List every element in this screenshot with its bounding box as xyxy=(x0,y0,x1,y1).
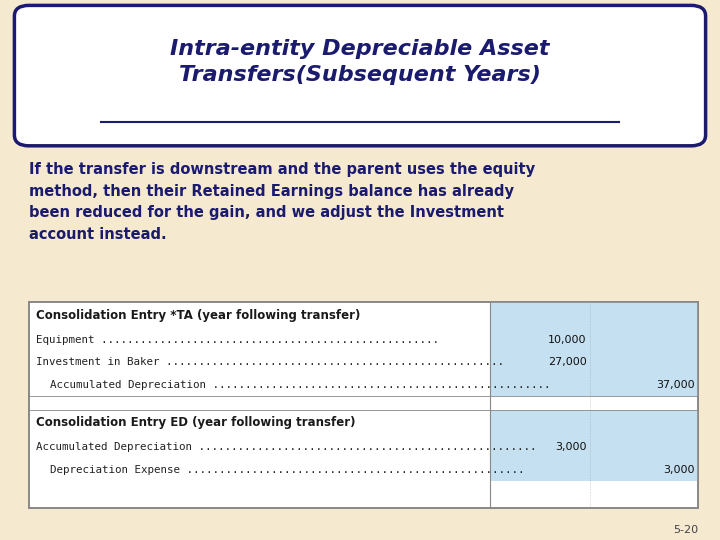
Text: Accumulated Depreciation ....................................................: Accumulated Depreciation ...............… xyxy=(36,442,536,452)
Text: Investment in Baker ....................................................: Investment in Baker ....................… xyxy=(36,357,504,367)
Text: 27,000: 27,000 xyxy=(548,357,587,367)
Text: 37,000: 37,000 xyxy=(656,380,695,390)
Text: Consolidation Entry ED (year following transfer): Consolidation Entry ED (year following t… xyxy=(36,416,356,429)
Text: If the transfer is downstream and the parent uses the equity
method, then their : If the transfer is downstream and the pa… xyxy=(29,162,535,242)
Text: Consolidation Entry *TA (year following transfer): Consolidation Entry *TA (year following … xyxy=(36,309,361,322)
FancyBboxPatch shape xyxy=(14,5,706,146)
Text: Depreciation Expense ....................................................: Depreciation Expense ...................… xyxy=(50,465,525,475)
Text: Intra-entity Depreciable Asset
Transfers(Subsequent Years): Intra-entity Depreciable Asset Transfers… xyxy=(170,39,550,85)
Bar xyxy=(490,302,698,396)
Text: Equipment ....................................................: Equipment ..............................… xyxy=(36,335,439,345)
Text: 3,000: 3,000 xyxy=(663,465,695,475)
Bar xyxy=(29,302,698,508)
Text: 5-20: 5-20 xyxy=(673,524,698,535)
Text: 10,000: 10,000 xyxy=(549,335,587,345)
Bar xyxy=(490,410,698,481)
Text: 3,000: 3,000 xyxy=(555,442,587,452)
Text: Accumulated Depreciation ....................................................: Accumulated Depreciation ...............… xyxy=(50,380,551,390)
